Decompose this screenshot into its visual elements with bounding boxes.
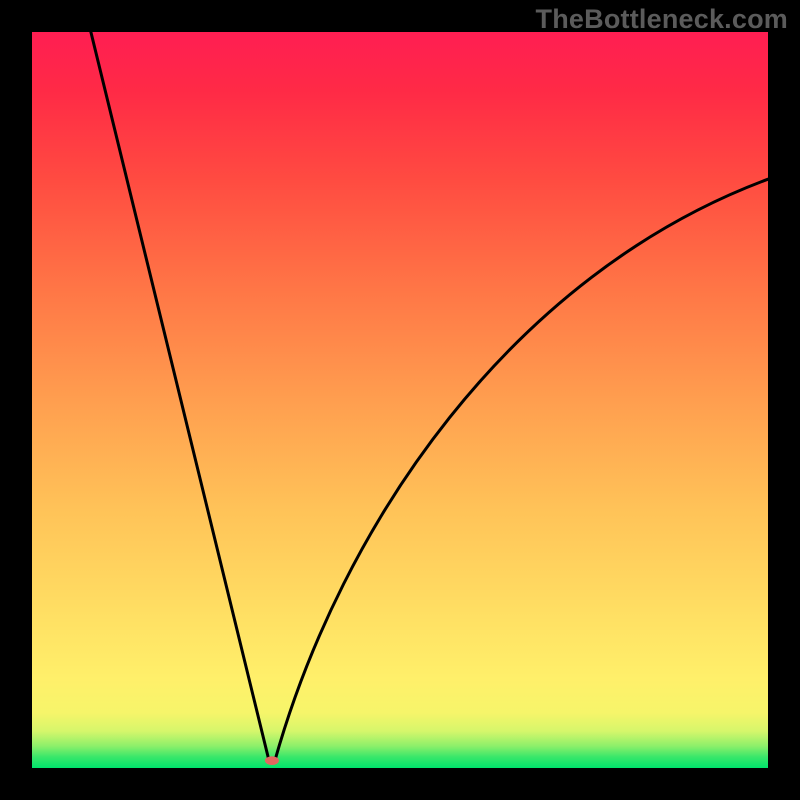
watermark-label: TheBottleneck.com [536, 4, 788, 35]
minimum-point-marker [265, 756, 279, 765]
plot-gradient-background [32, 32, 768, 768]
chart-stage: TheBottleneck.com [0, 0, 800, 800]
bottleneck-chart [0, 0, 800, 800]
